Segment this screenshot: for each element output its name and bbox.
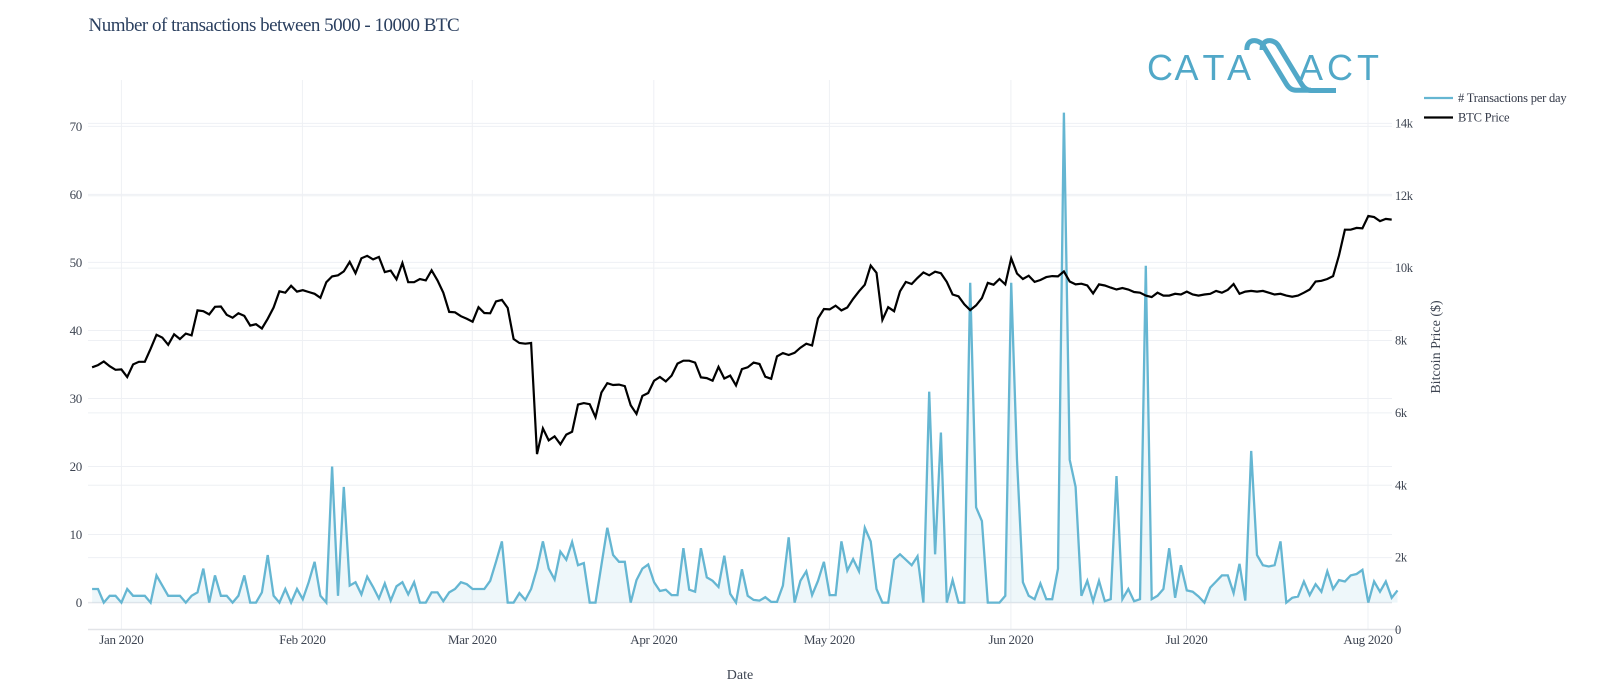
svg-text:60: 60 [70,187,82,202]
svg-text:40: 40 [70,323,82,338]
svg-text:Jul 2020: Jul 2020 [1165,632,1207,647]
svg-text:Number of transactions between: Number of transactions between 5000 - 10… [89,15,460,36]
svg-text:May 2020: May 2020 [804,632,855,647]
svg-text:# Transactions per day: # Transactions per day [1458,91,1567,105]
svg-text:6k: 6k [1395,406,1408,420]
svg-text:12k: 12k [1395,189,1414,203]
svg-text:T: T [1203,47,1225,88]
svg-text:20: 20 [70,459,82,474]
svg-text:Aug 2020: Aug 2020 [1343,632,1392,647]
svg-text:70: 70 [70,119,82,134]
svg-text:Apr 2020: Apr 2020 [630,632,677,647]
svg-text:Date: Date [727,668,753,683]
svg-text:T: T [1357,47,1379,88]
svg-text:14k: 14k [1395,116,1414,130]
svg-text:A: A [1174,47,1198,88]
svg-text:30: 30 [70,391,82,406]
svg-text:2k: 2k [1395,551,1408,565]
svg-text:10k: 10k [1395,261,1414,275]
svg-text:Jun 2020: Jun 2020 [988,632,1033,647]
svg-text:0: 0 [76,595,82,610]
svg-text:50: 50 [70,255,82,270]
svg-text:BTC Price: BTC Price [1458,111,1510,125]
svg-text:Feb 2020: Feb 2020 [279,632,325,647]
svg-text:Bitcoin Price ($): Bitcoin Price ($) [1429,300,1444,394]
svg-text:Mar 2020: Mar 2020 [448,632,497,647]
svg-text:8k: 8k [1395,334,1408,348]
svg-text:4k: 4k [1395,478,1408,492]
svg-text:C: C [1327,47,1353,88]
svg-text:Jan 2020: Jan 2020 [99,632,143,647]
svg-text:A: A [1299,47,1323,88]
svg-text:A: A [1227,47,1251,88]
svg-text:0: 0 [1395,623,1401,637]
svg-text:C: C [1147,47,1173,88]
svg-text:10: 10 [70,527,82,542]
